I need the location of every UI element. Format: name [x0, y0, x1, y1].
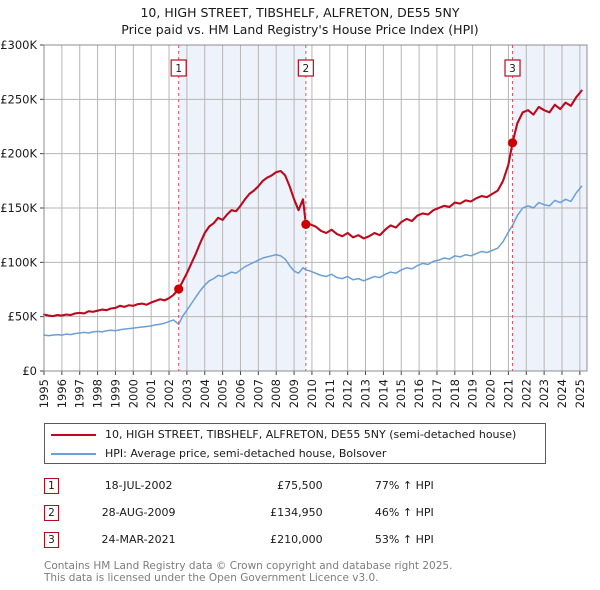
series-line-property — [42, 89, 583, 318]
x-axis-tick-label: 2000 — [126, 379, 140, 408]
legend-label-hpi: HPI: Average price, semi-detached house,… — [105, 447, 387, 460]
sale-date: 24-MAR-2021 — [101, 533, 176, 546]
legend-item-hpi: HPI: Average price, semi-detached house,… — [45, 444, 545, 463]
legend-label-property: 10, HIGH STREET, TIBSHELF, ALFRETON, DE5… — [105, 428, 517, 441]
x-axis-tick-label: 2022 — [519, 379, 533, 408]
sale-marker-badge: 2 — [44, 504, 59, 521]
sale-price: £210,000 — [270, 533, 323, 546]
sale-marker-badge-box[interactable] — [170, 59, 187, 77]
series-line-hpi — [43, 185, 583, 337]
title-line-subtitle: Price paid vs. HM Land Registry's House … — [121, 22, 479, 37]
y-axis-tick-label: £200K — [0, 147, 37, 161]
x-axis-tick-label: 2012 — [341, 379, 355, 408]
sale-marker-badge-label: 2 — [303, 63, 310, 75]
title-line-address: 10, HIGH STREET, TIBSHELF, ALFRETON, DE5… — [140, 5, 460, 20]
x-axis-tick-label: 2014 — [376, 379, 390, 408]
table-row: 3 24-MAR-2021 £210,000 53% ↑ HPI — [44, 526, 464, 553]
footer-line-licence: This data is licensed under the Open Gov… — [44, 572, 379, 584]
sale-marker-badge: 3 — [44, 531, 59, 548]
sale-price: £134,950 — [270, 506, 323, 519]
table-row: 1 18-JUL-2002 £75,500 77% ↑ HPI — [44, 472, 464, 499]
x-axis-tick-label: 1996 — [55, 379, 69, 408]
x-axis-tick-label: 2005 — [216, 379, 230, 408]
page-title: 10, HIGH STREET, TIBSHELF, ALFRETON, DE5… — [0, 4, 600, 38]
x-axis-tick-label: 2010 — [305, 379, 319, 408]
legend-swatch-property-line — [51, 433, 96, 436]
sale-marker-badge-label: 3 — [509, 63, 516, 75]
x-axis-tick-label: 2006 — [233, 379, 247, 408]
sale-marker-badge: 1 — [44, 477, 59, 494]
sale-hpi-delta: 53% ↑ HPI — [374, 533, 434, 546]
x-axis-tick-label: 1998 — [91, 379, 105, 408]
plot-border — [43, 44, 588, 372]
x-axis-tick-label: 2018 — [448, 379, 462, 408]
x-axis-tick-label: 2008 — [269, 379, 283, 408]
x-axis-tick-label: 1999 — [108, 379, 122, 408]
x-axis-tick-label: 2004 — [198, 379, 212, 408]
x-axis-tick-label: 2023 — [537, 379, 551, 408]
sale-marker-dot[interactable] — [507, 138, 518, 148]
y-axis-tick-label: £300K — [0, 38, 37, 52]
sale-marker-badge-box[interactable] — [504, 59, 521, 77]
legend-swatch-hpi-line — [51, 452, 96, 455]
sale-date: 28-AUG-2009 — [101, 506, 176, 519]
x-axis-tick-label: 2021 — [501, 379, 515, 408]
table-row: 2 28-AUG-2009 £134,950 46% ↑ HPI — [44, 499, 464, 526]
x-axis-tick-label: 2015 — [394, 379, 408, 408]
sale-marker-badge-box[interactable] — [297, 59, 314, 77]
x-axis-tick-label: 2025 — [573, 379, 587, 408]
x-axis-tick-label: 2016 — [412, 379, 426, 408]
x-axis-tick-label: 2020 — [484, 379, 498, 408]
y-axis-tick-label: £50K — [8, 310, 38, 324]
x-axis-tick-label: 2013 — [359, 379, 373, 408]
footer-line-copyright: Contains HM Land Registry data © Crown c… — [44, 560, 453, 572]
sale-marker-dot[interactable] — [174, 284, 184, 294]
x-axis-tick-label: 2019 — [466, 379, 480, 408]
attribution-footer: Contains HM Land Registry data © Crown c… — [44, 560, 564, 584]
x-axis-tick-label: 2009 — [287, 379, 301, 408]
chart-legend: 10, HIGH STREET, TIBSHELF, ALFRETON, DE5… — [44, 423, 546, 464]
sale-marker-dot[interactable] — [301, 219, 311, 229]
x-axis-tick-label: 2011 — [323, 379, 337, 408]
x-axis-tick-label: 2003 — [180, 379, 194, 408]
hpi-line-chart: £0 £50K £100K £150K £200K £250K £300K 1995 1996 1… — [0, 38, 588, 408]
y-axis-tick-label: £250K — [0, 92, 37, 106]
x-axis-tick-label: 1997 — [73, 379, 87, 408]
x-axis-tick-label: 2002 — [162, 379, 176, 408]
legend-item-property: 10, HIGH STREET, TIBSHELF, ALFRETON, DE5… — [45, 425, 545, 444]
y-axis-tick-label: £150K — [0, 201, 37, 215]
sale-marker-badge-label: 1 — [175, 63, 182, 75]
sale-hpi-delta: 77% ↑ HPI — [374, 479, 434, 492]
y-axis-tick-label: £100K — [0, 255, 37, 269]
x-axis-tick-label: 2017 — [430, 379, 444, 408]
sale-date: 18-JUL-2002 — [104, 479, 173, 492]
x-axis-tick-label: 2001 — [144, 379, 158, 408]
x-axis-tick-label: 2007 — [251, 379, 265, 408]
sales-history-table: 1 18-JUL-2002 £75,500 77% ↑ HPI 2 28-AUG… — [44, 472, 464, 553]
sale-price: £75,500 — [277, 479, 323, 492]
x-axis-tick-label: 2024 — [555, 379, 569, 408]
x-axis-tick-label: 1995 — [37, 379, 51, 408]
y-axis-tick-label: £0 — [22, 364, 37, 378]
sale-hpi-delta: 46% ↑ HPI — [374, 506, 434, 519]
